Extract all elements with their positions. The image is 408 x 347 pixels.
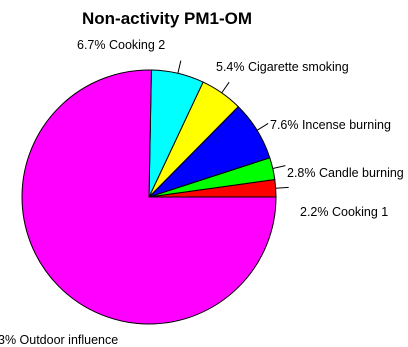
leader-line bbox=[177, 60, 182, 74]
slice-label: 2.8% Candle burning bbox=[287, 166, 404, 180]
slice-label: 5.4% Cigarette smoking bbox=[216, 60, 349, 74]
leader-line bbox=[221, 81, 230, 94]
pie-slices bbox=[21, 69, 277, 325]
leader-line bbox=[272, 165, 286, 170]
label-leader-lines bbox=[177, 60, 289, 189]
pie-slice bbox=[21, 69, 277, 325]
slice-label: 2.2% Cooking 1 bbox=[300, 205, 388, 219]
slice-label: 7.6% Incense burning bbox=[270, 118, 391, 132]
leader-line bbox=[275, 186, 289, 189]
slice-label: 3% Outdoor influence bbox=[0, 333, 118, 347]
chart-title: Non-activity PM1-OM bbox=[82, 9, 252, 28]
slice-label: 6.7% Cooking 2 bbox=[77, 38, 165, 52]
leader-line bbox=[256, 123, 269, 131]
slice-labels: 2.2% Cooking 1 2.8% Candle burning 7.6% In… bbox=[0, 38, 404, 347]
